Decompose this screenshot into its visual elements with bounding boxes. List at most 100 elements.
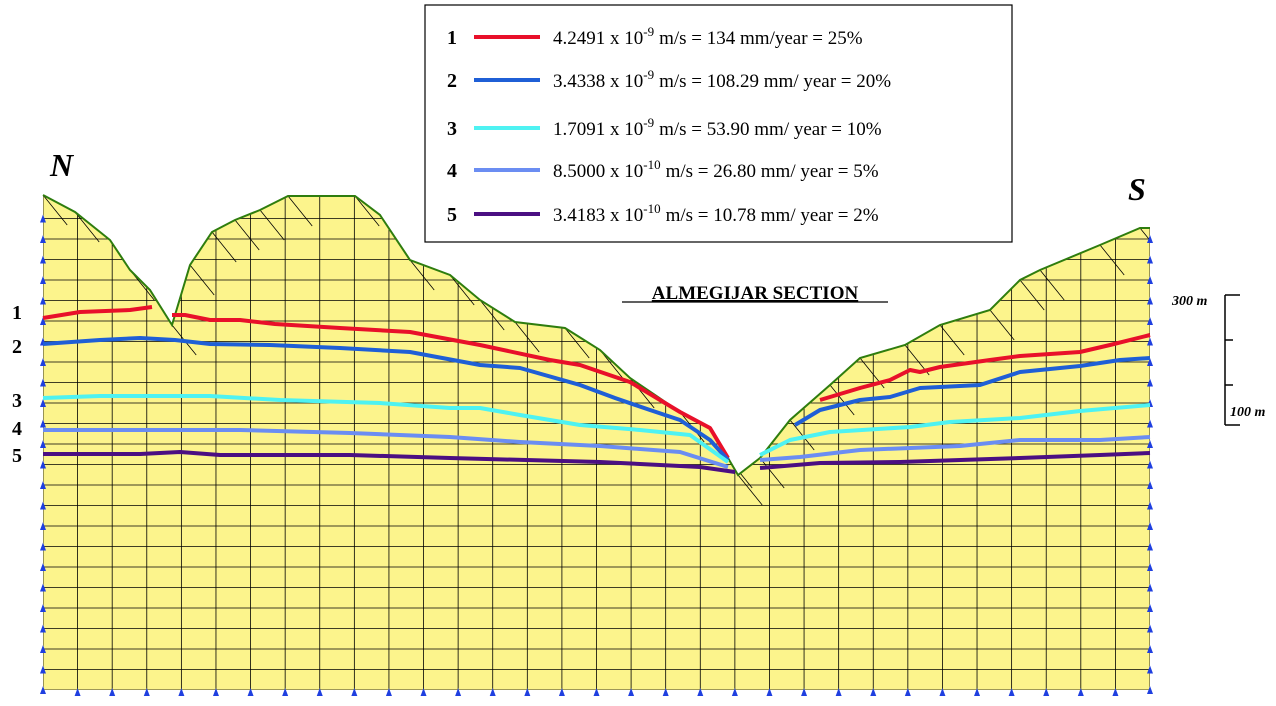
boundary-marker [1077, 688, 1084, 696]
mesh-line [449, 274, 475, 306]
boundary-marker [1147, 419, 1153, 428]
mesh-line [989, 309, 1015, 341]
boundary-marker [558, 688, 565, 696]
mesh-line [43, 195, 68, 226]
mesh-line [514, 321, 540, 353]
legend-text: 4.2491 x 10-9 m/s = 134 mm/year = 25% [553, 24, 863, 49]
boundary-marker [40, 378, 46, 387]
line-label: 1 [12, 302, 22, 324]
boundary-marker [1147, 276, 1153, 284]
boundary-marker [247, 688, 254, 696]
legend-rest: m/s = 134 mm/year = 25% [659, 28, 863, 49]
water-table-line [759, 403, 1151, 457]
boundary-marker [455, 688, 462, 696]
mesh-line [759, 457, 785, 489]
mesh-line [1139, 227, 1150, 259]
mesh-line [354, 195, 380, 227]
legend-mantissa: 3.4338 x 10 [553, 71, 643, 92]
water-table-lines [42, 305, 1151, 474]
boundary-marker [40, 419, 46, 428]
legend-box [424, 4, 1013, 243]
water-table-line [759, 451, 1151, 470]
water-table-line [172, 313, 730, 460]
mesh-line [287, 195, 313, 227]
boundary-marker [40, 501, 46, 510]
legend-text: 8.5000 x 10-10 m/s = 26.80 mm/ year = 5% [553, 157, 879, 182]
boundary-marker [40, 296, 46, 305]
boundary-marker [40, 235, 46, 243]
boundary-marker [178, 688, 185, 696]
legend-exponent: -9 [643, 67, 654, 82]
boundary-marker [40, 399, 46, 407]
legend-exponent: -9 [643, 115, 654, 130]
boundary-marker [1147, 296, 1153, 305]
legend-mantissa: 3.4183 x 10 [553, 205, 643, 226]
boundary-marker [40, 440, 46, 448]
mesh-line [234, 219, 260, 251]
boundary-marker [212, 688, 219, 696]
surface-outline [42, 194, 1150, 477]
boundary-marker [801, 688, 808, 696]
legend-number: 3 [447, 118, 457, 140]
boundary-marker [1147, 317, 1153, 325]
boundary-marker [40, 645, 46, 653]
boundary-marker [1147, 624, 1153, 633]
boundary-marker [1147, 337, 1153, 346]
section-title: ALMEGIJAR SECTION [652, 283, 859, 304]
boundary-marker [1147, 481, 1153, 489]
boundary-marker [1147, 235, 1153, 243]
water-table-line [42, 336, 730, 462]
boundary-marker [40, 460, 46, 469]
boundary-marker [40, 255, 46, 264]
boundary-marker [1147, 255, 1153, 264]
boundary-marker [40, 665, 46, 674]
boundary-marker [1147, 378, 1153, 387]
legend-text: 3.4338 x 10-9 m/s = 108.29 mm/ year = 20% [553, 67, 891, 92]
line-label: 5 [12, 445, 22, 467]
boundary-marker [40, 317, 46, 325]
legend-exponent: -9 [643, 24, 654, 39]
boundary-marker [40, 542, 46, 551]
line-label: 3 [12, 390, 22, 412]
boundary-marker [143, 688, 150, 696]
boundary-marker [524, 688, 531, 696]
boundary-marker [904, 688, 911, 696]
mesh-line [789, 419, 815, 451]
mesh-line [409, 259, 435, 291]
boundary-marker [628, 688, 635, 696]
boundary-marker [835, 688, 842, 696]
legend-exponent: -10 [643, 157, 660, 172]
boundary-marker [1147, 563, 1153, 571]
boundary-marker [1147, 583, 1153, 592]
boundary-markers [40, 214, 1153, 696]
legend-rest: m/s = 108.29 mm/ year = 20% [659, 71, 891, 92]
boundary-marker [489, 688, 496, 696]
legend-rest: m/s = 26.80 mm/ year = 5% [666, 161, 879, 182]
legend-mantissa: 1.7091 x 10 [553, 119, 643, 140]
water-table-line [43, 428, 729, 469]
boundary-marker [1147, 542, 1153, 551]
boundary-marker [40, 276, 46, 284]
boundary-marker [40, 214, 46, 223]
water-table-line [42, 305, 153, 320]
water-table-line [819, 333, 1151, 402]
boundary-marker [40, 583, 46, 592]
legend-number: 2 [447, 70, 457, 92]
boundary-marker [316, 688, 323, 696]
boundary-marker [1147, 686, 1153, 694]
boundary-marker [974, 688, 981, 696]
mesh-line [1039, 269, 1065, 301]
water-table-line [43, 450, 736, 474]
boundary-marker [766, 688, 773, 696]
boundary-marker [40, 563, 46, 571]
boundary-marker [870, 688, 877, 696]
boundary-marker [1008, 688, 1015, 696]
boundary-marker [593, 688, 600, 696]
boundary-marker [351, 688, 358, 696]
boundary-marker [939, 688, 946, 696]
mesh-line [74, 211, 100, 243]
boundary-marker [1147, 604, 1153, 612]
boundary-marker [1147, 358, 1153, 366]
boundary-marker [1112, 688, 1119, 696]
mesh-line [829, 384, 855, 416]
